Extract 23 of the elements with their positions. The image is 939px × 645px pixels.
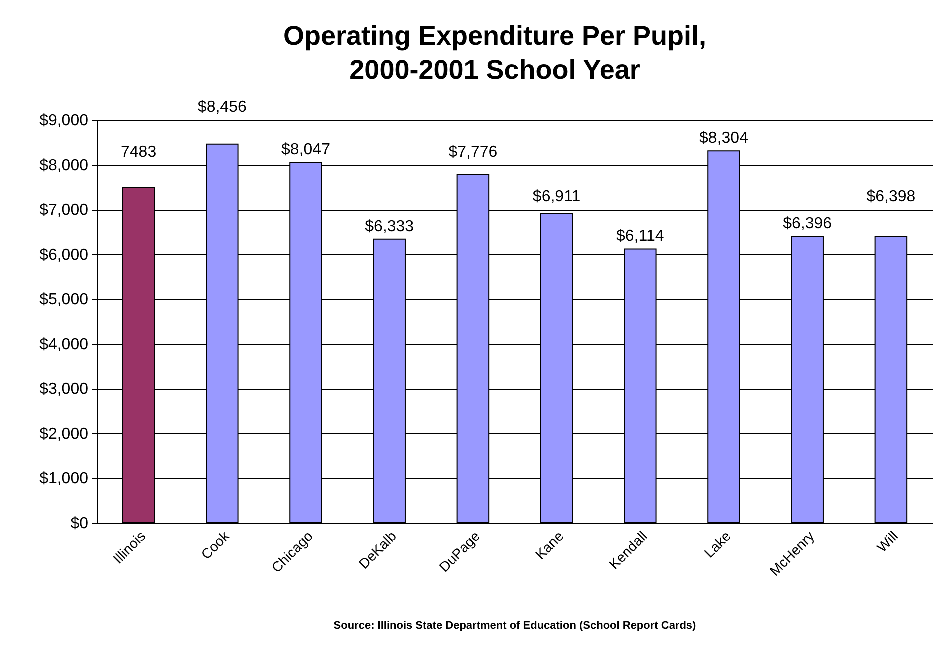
chart-title: Operating Expenditure Per Pupil, 2000-2001 School Year (283, 21, 707, 85)
data-label: $8,456 (198, 99, 247, 116)
data-label: $6,333 (365, 218, 414, 236)
y-tick-label: $7,000 (40, 202, 89, 220)
data-label: $6,114 (616, 228, 664, 246)
y-tick-label: $0 (70, 516, 89, 532)
data-label: 7483 (121, 144, 157, 161)
y-tick-label: $5,000 (40, 292, 89, 309)
y-tick-label: $1,000 (40, 470, 89, 488)
y-tick-label: $8,000 (40, 157, 89, 174)
data-label: $6,911 (532, 188, 581, 206)
y-tick-label: $4,000 (40, 336, 89, 354)
data-label: $6,398 (866, 188, 916, 206)
data-label: $7,776 (448, 144, 498, 161)
data-label: $8,304 (700, 130, 749, 148)
data-label: $8,047 (282, 142, 331, 159)
y-tick-label: $3,000 (40, 381, 89, 398)
x-tick-label: Will (874, 528, 902, 556)
y-tick-label: $9,000 (40, 112, 89, 130)
source-note: Source: Illinois State Department of Education (School Report Cards) (332, 620, 698, 632)
y-tick-label: $6,000 (40, 246, 89, 264)
y-tick-label: $2,000 (40, 426, 89, 443)
data-label: $6,396 (783, 216, 832, 233)
